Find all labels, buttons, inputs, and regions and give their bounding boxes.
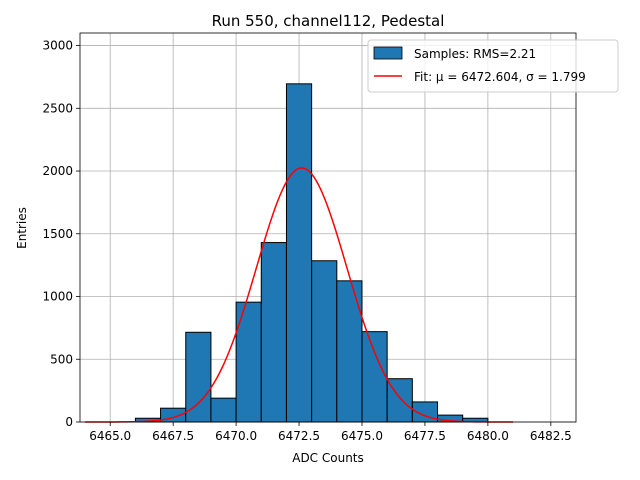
histogram-bar [361,331,388,423]
x-tick-label: 6475.0 [341,429,383,443]
histogram-bar [336,280,363,423]
x-tick-label: 6470.0 [215,429,257,443]
x-tick-label: 6477.5 [404,429,446,443]
y-axis-label: Entries [15,207,29,249]
x-tick-label: 6467.5 [152,429,194,443]
y-tick-label: 1500 [42,227,73,241]
y-tick-label: 2500 [42,101,73,115]
y-axis-ticks: 0 500 1000 1500 2000 2500 3000 [42,39,80,429]
x-axis-label: ADC Counts [292,451,364,465]
x-axis-ticks: 6465.0 6467.5 6470.0 6472.5 6475.0 6477.5 6480… [89,422,572,443]
histogram-bar [185,331,212,423]
y-tick-label: 1000 [42,290,73,304]
legend-swatch-samples [373,46,403,60]
legend-box [367,39,619,93]
legend: Samples: RMS=2.21 Fit: μ = 6472.604, σ =… [367,39,619,93]
legend-label-fit: Fit: μ = 6472.604, σ = 1.799 [414,70,586,84]
y-tick-label: 500 [50,352,73,366]
gaussian-fit-curve [85,167,514,423]
histogram-bar [260,242,287,423]
histogram-bar [285,83,313,423]
grid-lines [80,33,576,423]
histogram-bar [311,260,338,423]
histogram-bar [210,397,237,423]
x-tick-label: 6482.5 [530,429,572,443]
y-tick-label: 3000 [42,39,73,53]
y-tick-label: 2000 [42,164,73,178]
x-tick-label: 6465.0 [89,429,131,443]
legend-label-samples: Samples: RMS=2.21 [414,47,536,61]
y-tick-label: 0 [65,415,73,429]
histogram-bars [134,83,489,423]
x-tick-label: 6472.5 [278,429,320,443]
plot-frame [79,32,577,423]
x-tick-label: 6480.0 [467,429,509,443]
chart-title: Run 550, channel112, Pedestal [212,12,445,30]
